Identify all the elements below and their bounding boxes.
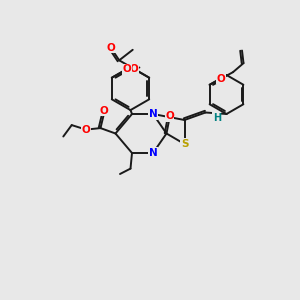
Text: N: N [148, 109, 158, 119]
Text: O: O [129, 64, 138, 74]
Text: O: O [100, 106, 109, 116]
Text: N: N [148, 148, 158, 158]
Text: O: O [106, 43, 115, 53]
Text: O: O [82, 124, 91, 135]
Text: H: H [213, 113, 221, 123]
Text: O: O [217, 74, 225, 84]
Text: O: O [165, 111, 174, 122]
Text: S: S [181, 139, 188, 149]
Text: O: O [122, 64, 131, 74]
